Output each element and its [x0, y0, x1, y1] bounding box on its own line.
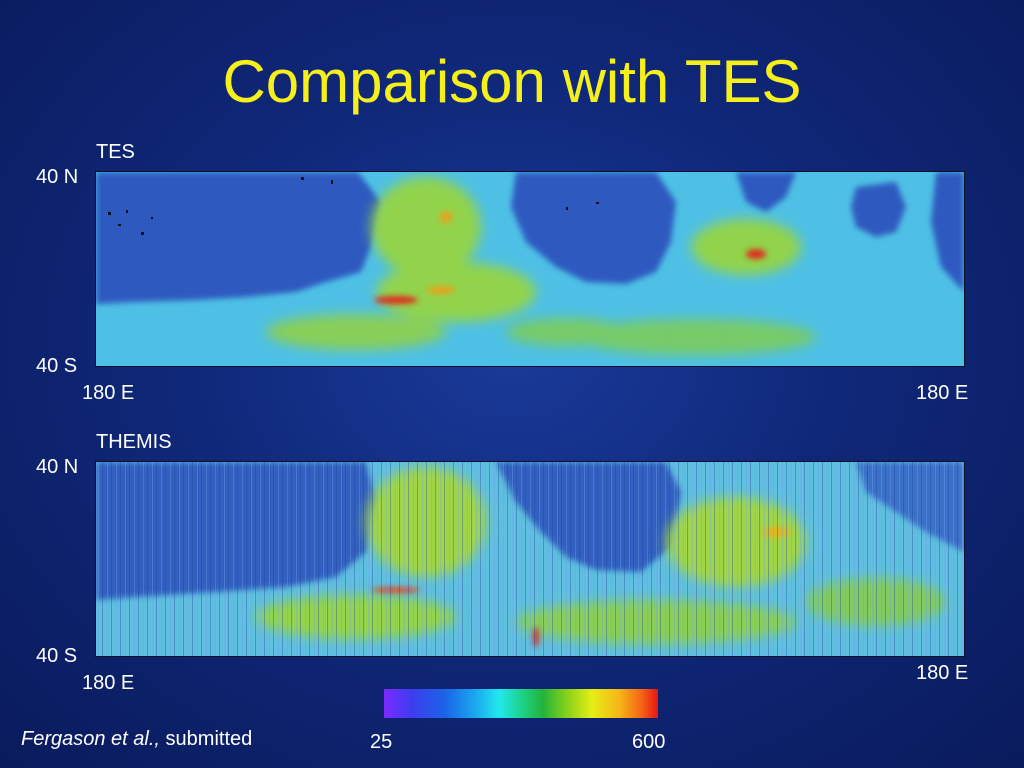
themis-map-image	[96, 462, 964, 656]
themis-thermal-inertia-map	[95, 461, 965, 657]
thermal-inertia-colorbar	[384, 689, 658, 718]
colorbar-max-label: 600	[632, 731, 666, 753]
themis-lon-right-label: 180 E	[916, 662, 969, 684]
tes-thermal-inertia-map	[95, 171, 965, 367]
themis-lon-left-label: 180 E	[82, 672, 135, 694]
themis-map-title: THEMIS	[96, 431, 172, 453]
themis-lat-bottom-label: 40 S	[36, 645, 78, 667]
colorbar-min-label: 25	[370, 731, 393, 753]
themis-lat-top-label: 40 N	[36, 456, 79, 478]
citation-status: submitted	[165, 728, 253, 750]
tes-lon-left-label: 180 E	[82, 382, 135, 404]
citation: Fergason et al., submitted	[21, 728, 252, 750]
tes-lon-right-label: 180 E	[916, 382, 969, 404]
slide-title: Comparison with TES	[222, 48, 802, 115]
tes-map-image	[96, 172, 964, 366]
citation-authors: Fergason et al.,	[21, 728, 160, 750]
tes-map-title: TES	[96, 141, 135, 163]
tes-lat-bottom-label: 40 S	[36, 355, 78, 377]
tes-lat-top-label: 40 N	[36, 166, 79, 188]
